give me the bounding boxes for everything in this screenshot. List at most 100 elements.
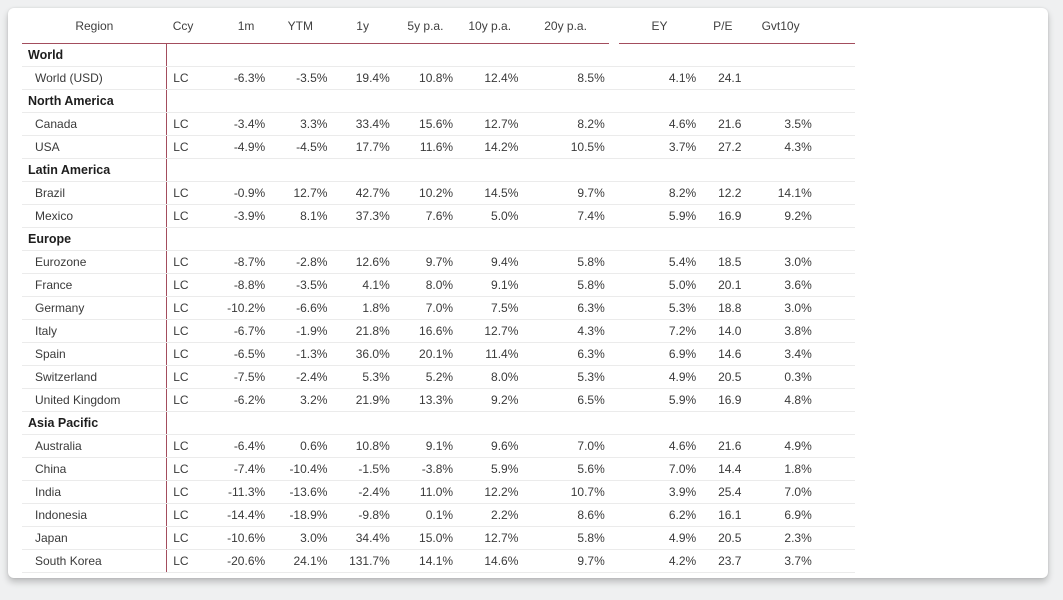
regions-returns-table: Region Ccy 1m YTM 1y 5y p.a. 10y p.a. 20y p.a. E… (22, 8, 855, 573)
value-cell: 37.3% (331, 204, 394, 228)
value-cell: 12.7% (457, 112, 523, 136)
table-row-brazil[interactable]: Brazil LC -0.9% 12.7% 42.7% 10.2% 14.5% 9.7% 8.2… (22, 181, 855, 205)
trailing-cell (815, 66, 855, 90)
value-cell: 11.0% (393, 480, 458, 504)
value-cell: 1.8% (331, 296, 394, 320)
value-cell: 8.0% (393, 273, 458, 297)
column-header-region[interactable]: Region (22, 8, 167, 44)
table-row-germany[interactable]: Germany LC -10.2% -6.6% 1.8% 7.0% 7.5% 6.3% 5.3%… (22, 296, 855, 320)
column-gap-cell (608, 434, 619, 458)
value-cell: 8.1% (269, 204, 332, 228)
table-row-china[interactable]: China LC -7.4% -10.4% -1.5% -3.8% 5.9% 5.6% 7.0%… (22, 457, 855, 481)
ccy-cell-empty (166, 227, 223, 251)
table-row-italy[interactable]: Italy LC -6.7% -1.9% 21.8% 16.6% 12.7% 4.3% 7.2%… (22, 319, 855, 343)
region-cell: China (22, 457, 168, 481)
table-row-australia[interactable]: Australia LC -6.4% 0.6% 10.8% 9.1% 9.6% 7.0% 4.6… (22, 434, 855, 458)
value-cell-empty (222, 227, 270, 251)
column-header-10y-p-a[interactable]: 10y p.a. (457, 8, 523, 44)
group-row-world[interactable]: World (22, 43, 855, 67)
value-cell-empty (457, 227, 523, 251)
value-cell: 9.7% (393, 250, 458, 274)
column-header-ccy[interactable]: Ccy (166, 8, 223, 44)
group-label: North America (22, 89, 168, 113)
table-row-india[interactable]: India LC -11.3% -13.6% -2.4% 11.0% 12.2% 10.7% 3… (22, 480, 855, 504)
region-cell: Canada (22, 112, 168, 136)
value-cell: -13.6% (269, 480, 332, 504)
value-cell: 33.4% (331, 112, 394, 136)
table-row-south-korea[interactable]: South Korea LC -20.6% 24.1% 131.7% 14.1% 14.6%… (22, 549, 855, 573)
value-cell: -6.4% (222, 434, 270, 458)
table-row-france[interactable]: France LC -8.8% -3.5% 4.1% 8.0% 9.1% 5.8% 5.0% 20… (22, 273, 855, 297)
value-cell: 12.7% (457, 526, 523, 550)
value-cell: 5.8% (522, 526, 609, 550)
region-cell: South Korea (22, 549, 168, 573)
group-row-latin-america[interactable]: Latin America (22, 158, 855, 182)
value-cell-empty (393, 158, 458, 182)
value-cell: -8.7% (222, 250, 270, 274)
table-row-japan[interactable]: Japan LC -10.6% 3.0% 34.4% 15.0% 12.7% 5.8% 4.9%… (22, 526, 855, 550)
column-header-20y-p-a[interactable]: 20y p.a. (522, 8, 609, 44)
value-cell: 21.6 (700, 112, 746, 136)
value-cell-empty (393, 89, 458, 113)
column-header-gvt10y[interactable]: Gvt10y (745, 8, 816, 44)
group-row-europe[interactable]: Europe (22, 227, 855, 251)
value-cell-empty (700, 158, 746, 182)
table-body: World World (USD) LC -6.3% -3.5% 19.4% 10.8% 12… (22, 43, 855, 573)
group-row-north-america[interactable]: North America (22, 89, 855, 113)
region-cell: Japan (22, 526, 168, 550)
table-row-canada[interactable]: Canada LC -3.4% 3.3% 33.4% 15.6% 12.7% 8.2% 4.6%… (22, 112, 855, 136)
column-header-ey[interactable]: EY (618, 8, 701, 44)
value-cell: 25.4 (700, 480, 746, 504)
value-cell: 4.9% (618, 365, 701, 389)
region-cell: India (22, 480, 168, 504)
ccy-cell: LC (166, 480, 223, 504)
value-cell: 7.0% (393, 296, 458, 320)
group-row-asia-pacific[interactable]: Asia Pacific (22, 411, 855, 435)
value-cell: 3.6% (745, 273, 816, 297)
value-cell: 17.7% (331, 135, 394, 159)
column-gap-cell (608, 526, 619, 550)
table-row-indonesia[interactable]: Indonesia LC -14.4% -18.9% -9.8% 0.1% 2.2% 8.6%… (22, 503, 855, 527)
value-cell-empty (222, 89, 270, 113)
table-row-world-usd[interactable]: World (USD) LC -6.3% -3.5% 19.4% 10.8% 12.4% 8.… (22, 66, 855, 90)
ccy-cell: LC (166, 273, 223, 297)
value-cell: 6.3% (522, 342, 609, 366)
value-cell: 15.6% (393, 112, 458, 136)
value-cell: 8.2% (618, 181, 701, 205)
table-row-switzerland[interactable]: Switzerland LC -7.5% -2.4% 5.3% 5.2% 8.0% 5.3% 4… (22, 365, 855, 389)
column-header-p-e[interactable]: P/E (700, 8, 746, 44)
value-cell: 4.6% (618, 434, 701, 458)
value-cell: 3.7% (745, 549, 816, 573)
column-header-ytm[interactable]: YTM (269, 8, 332, 44)
value-cell: 0.3% (745, 365, 816, 389)
table-row-mexico[interactable]: Mexico LC -3.9% 8.1% 37.3% 7.6% 5.0% 7.4% 5.9% 16… (22, 204, 855, 228)
value-cell: -9.8% (331, 503, 394, 527)
trailing-cell (815, 434, 855, 458)
value-cell: 5.9% (618, 204, 701, 228)
ccy-cell: LC (166, 181, 223, 205)
column-header-1m[interactable]: 1m (222, 8, 270, 44)
value-cell: 14.0 (700, 319, 746, 343)
value-cell-empty (331, 43, 394, 67)
value-cell: 6.9% (618, 342, 701, 366)
value-cell-empty (222, 43, 270, 67)
value-cell-empty (457, 158, 523, 182)
value-cell: -10.2% (222, 296, 270, 320)
column-gap-cell (608, 43, 619, 67)
column-header-5y-p-a[interactable]: 5y p.a. (393, 8, 458, 44)
value-cell: 7.0% (745, 480, 816, 504)
ccy-cell-empty (166, 89, 223, 113)
value-cell: -18.9% (269, 503, 332, 527)
table-row-united-kingdom[interactable]: United Kingdom LC -6.2% 3.2% 21.9% 13.3% 9.2% 6… (22, 388, 855, 412)
value-cell: 10.7% (522, 480, 609, 504)
table-card: Region Ccy 1m YTM 1y 5y p.a. 10y p.a. 20y p.a. E… (8, 8, 1048, 578)
trailing-cell (815, 89, 855, 113)
value-cell: 0.1% (393, 503, 458, 527)
table-row-spain[interactable]: Spain LC -6.5% -1.3% 36.0% 20.1% 11.4% 6.3% 6.9%… (22, 342, 855, 366)
value-cell: -7.5% (222, 365, 270, 389)
value-cell: 24.1% (269, 549, 332, 573)
ccy-cell: LC (166, 365, 223, 389)
column-header-1y[interactable]: 1y (331, 8, 394, 44)
table-row-eurozone[interactable]: Eurozone LC -8.7% -2.8% 12.6% 9.7% 9.4% 5.8% 5.4… (22, 250, 855, 274)
table-row-usa[interactable]: USA LC -4.9% -4.5% 17.7% 11.6% 14.2% 10.5% 3.7% 2… (22, 135, 855, 159)
